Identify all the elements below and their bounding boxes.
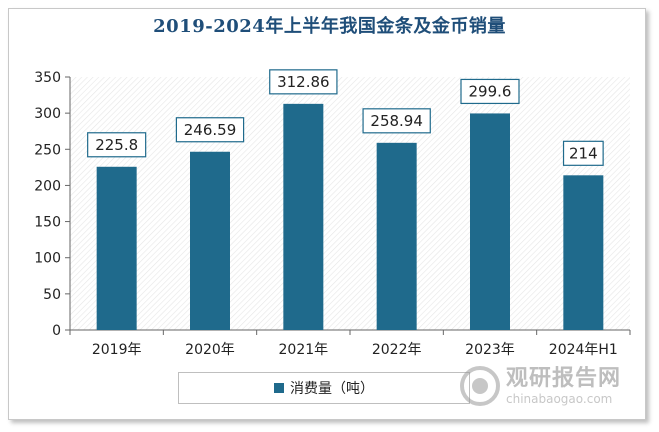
data-label-box (562, 140, 604, 166)
watermark-name: 观研报告网 (506, 366, 622, 391)
data-label: 214 (569, 144, 598, 162)
x-tick-label: 2024年H1 (549, 342, 618, 358)
x-tick-label: 2019年 (92, 342, 142, 358)
x-tick-label: 2022年 (372, 342, 422, 358)
data-label: 312.86 (277, 73, 330, 91)
data-label-box (460, 78, 520, 105)
y-tick-label: 350 (34, 70, 61, 86)
data-label: 258.94 (370, 112, 423, 130)
y-tick-label: 200 (34, 178, 61, 194)
data-label-box (175, 117, 245, 143)
bar (283, 103, 324, 330)
legend-swatch (274, 383, 284, 393)
data-label-box (362, 108, 431, 134)
x-tick-label: 2021年 (279, 342, 329, 358)
legend: 消费量（吨） (178, 372, 470, 404)
data-label: 246.59 (184, 121, 237, 139)
y-tick-label: 150 (34, 215, 61, 231)
data-label-box (87, 132, 147, 158)
data-label-box (269, 69, 338, 95)
y-tick-label: 250 (34, 142, 61, 158)
bar (190, 151, 230, 330)
bar (470, 113, 510, 330)
x-tick-label: 2020年 (185, 342, 235, 358)
bar (376, 142, 417, 330)
watermark: 观研报告网 chinabaogao.com (456, 358, 646, 416)
plot-area (70, 77, 630, 330)
watermark-url: chinabaogao.com (506, 392, 613, 406)
data-label: 299.6 (469, 82, 512, 100)
legend-label: 消费量（吨） (290, 381, 374, 397)
y-tick-label: 300 (34, 106, 61, 122)
y-tick-label: 50 (43, 287, 61, 303)
watermark-logo-icon (460, 366, 500, 406)
bar (563, 175, 604, 330)
y-tick-label: 0 (52, 323, 61, 339)
chart-title: 2019-2024年上半年我国金条及金币销量 (153, 16, 506, 37)
bar (96, 166, 137, 330)
x-tick-label: 2023年 (465, 342, 515, 358)
y-tick-label: 100 (34, 251, 61, 267)
data-label: 225.8 (95, 136, 138, 154)
